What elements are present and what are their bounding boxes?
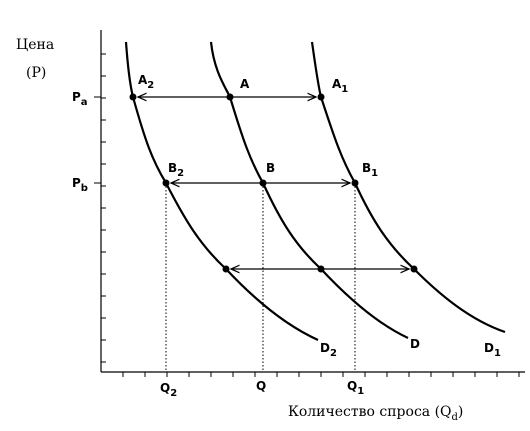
quantity-label-text: Q	[256, 379, 266, 393]
y-unit: (P)	[26, 65, 46, 81]
point	[317, 93, 325, 101]
curve-label-text: D	[484, 341, 494, 355]
point-label-text: A	[332, 77, 342, 91]
y-title: Цена	[16, 37, 54, 53]
price-label-sub: b	[81, 183, 88, 194]
point-label: B1	[362, 161, 378, 179]
point	[226, 93, 234, 101]
point	[410, 265, 418, 273]
price-label-sub: a	[81, 97, 88, 108]
x-title: Количество спроса (Qd)	[288, 404, 463, 423]
point-label-sub: 1	[371, 168, 378, 179]
point	[129, 93, 137, 101]
x-title-text: Количество спроса (Q	[288, 404, 452, 420]
quantity-label: Q1	[347, 379, 364, 397]
point-label-sub: 2	[177, 168, 184, 179]
point	[351, 179, 359, 187]
quantity-label-text: Q	[160, 381, 170, 395]
point-label-text: B	[362, 161, 371, 175]
quantity-label-text: Q	[347, 379, 357, 393]
curve-label-sub: 2	[330, 348, 337, 359]
curve-label-text: D	[410, 337, 420, 351]
point-label-text: B	[266, 161, 275, 175]
demand-curve-d1	[310, 41, 506, 334]
curve-label-sub: 1	[494, 348, 501, 359]
point	[162, 179, 170, 187]
demand-curve-d2	[124, 41, 319, 342]
quantity-label-sub: 2	[170, 388, 177, 399]
x-title-sub: d	[452, 412, 459, 423]
point-label-text: A	[240, 77, 250, 91]
price-label: Pa	[72, 90, 88, 108]
curve-label: D1	[484, 341, 501, 359]
point	[259, 179, 267, 187]
price-label-text: P	[72, 176, 81, 190]
point-label: B2	[168, 161, 184, 179]
price-label-text: P	[72, 90, 81, 104]
point-label: A2	[138, 73, 154, 91]
point-label: B	[266, 161, 275, 175]
demand-curve-d	[209, 41, 409, 339]
curve-label: D	[410, 337, 420, 351]
price-label: Pb	[72, 176, 88, 194]
axis-ticks	[94, 53, 520, 377]
curve-label-text: D	[320, 341, 330, 355]
point	[222, 265, 230, 273]
point-label-sub: 1	[341, 84, 348, 95]
curve-label: D2	[320, 341, 337, 359]
point-label-text: A	[138, 73, 148, 87]
point-label: A1	[332, 77, 348, 95]
points	[129, 93, 418, 273]
point-label: A	[240, 77, 250, 91]
quantity-label: Q2	[160, 381, 177, 399]
point-label-sub: 2	[147, 80, 154, 91]
quantity-label: Q	[256, 379, 266, 393]
point-label-text: B	[168, 161, 177, 175]
point	[317, 265, 325, 273]
x-title-tail: )	[458, 404, 463, 420]
quantity-label-sub: 1	[357, 386, 364, 397]
